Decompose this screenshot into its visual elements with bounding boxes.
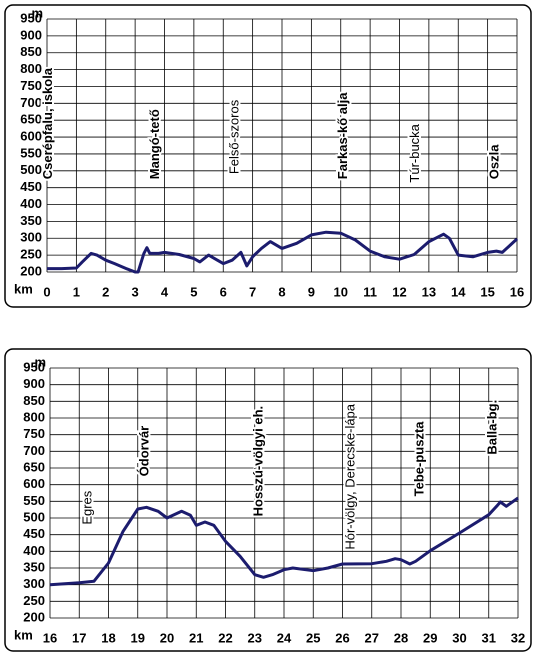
y-tick-label: 550: [23, 493, 45, 508]
x-tick-label: 2: [102, 284, 109, 299]
y-tick-label: 550: [20, 145, 42, 160]
x-tick-label: 5: [190, 284, 197, 299]
x-tick-label: 22: [218, 630, 232, 645]
annotation: Mangó-tető: [147, 109, 162, 179]
x-tick-label: 21: [189, 630, 203, 645]
y-tick-label: 250: [23, 593, 45, 608]
x-tick-label: 18: [101, 630, 115, 645]
y-tick-label: 900: [20, 27, 42, 42]
annotation: Oszla: [486, 144, 501, 179]
x-tick-label: 10: [334, 284, 348, 299]
x-tick-label: 1: [73, 284, 80, 299]
y-tick-label: 800: [23, 409, 45, 424]
annotation: Felső-szoros: [226, 99, 241, 174]
y-tick-label: 650: [23, 459, 45, 474]
x-tick-label: 30: [452, 630, 466, 645]
y-tick-label: 600: [20, 129, 42, 144]
annotation: Hosszú-völgyi eh.: [251, 406, 266, 517]
y-tick-label: 200: [23, 609, 45, 624]
y-tick-label: 800: [20, 61, 42, 76]
x-tick-label: 7: [249, 284, 256, 299]
x-tick-label: 16: [43, 630, 57, 645]
x-tick-label: 28: [394, 630, 408, 645]
y-tick-label: 450: [20, 179, 42, 194]
y-tick-label: 350: [20, 213, 42, 228]
x-tick-label: 8: [278, 284, 285, 299]
x-tick-label: 9: [308, 284, 315, 299]
y-tick-label: 450: [23, 526, 45, 541]
elevation-line: [49, 496, 519, 587]
y-tick-label: 500: [20, 162, 42, 177]
y-axis-label: m: [34, 354, 46, 369]
y-axis-label: m: [31, 5, 43, 20]
elevation-line: [47, 230, 519, 274]
x-tick-label: 25: [306, 630, 320, 645]
annotation: Egres: [79, 490, 94, 524]
x-tick-label: 16: [510, 284, 524, 299]
x-tick-label: 23: [248, 630, 262, 645]
x-tick-label: 6: [220, 284, 227, 299]
annotation: Túr-bucka: [407, 123, 422, 182]
annotation: Balla-bg.: [485, 400, 500, 455]
y-tick-label: 300: [23, 576, 45, 591]
y-tick-label: 300: [20, 230, 42, 245]
y-tick-label: 400: [23, 543, 45, 558]
x-tick-label: 24: [277, 630, 292, 645]
x-tick-label: 4: [161, 284, 169, 299]
y-tick-label: 200: [20, 263, 42, 278]
y-tick-label: 700: [23, 443, 45, 458]
y-tick-label: 950: [20, 10, 42, 25]
annotation: Hór-völgy, Derecske-lápa: [343, 403, 358, 549]
x-axis-label: km: [14, 627, 33, 642]
y-tick-label: 350: [23, 559, 45, 574]
x-tick-label: 31: [482, 630, 496, 645]
annotation: Cserépfalu, iskola: [40, 67, 55, 179]
x-tick-label: 12: [392, 284, 406, 299]
x-axis-label: km: [14, 281, 33, 296]
frame: [4, 4, 532, 308]
y-tick-label: 600: [23, 476, 45, 491]
y-tick-label: 850: [23, 393, 45, 408]
annotation: Farkas-kő alja: [335, 92, 350, 179]
y-tick-label: 650: [20, 112, 42, 127]
y-tick-label: 750: [20, 78, 42, 93]
x-tick-label: 17: [72, 630, 86, 645]
x-tick-label: 13: [422, 284, 436, 299]
y-tick-label: 950: [23, 359, 45, 374]
y-tick-label: 900: [23, 376, 45, 391]
y-tick-label: 750: [23, 426, 45, 441]
x-tick-label: 11: [363, 284, 377, 299]
x-tick-label: 29: [423, 630, 437, 645]
annotation: Tebe-puszta: [411, 421, 426, 497]
y-tick-label: 500: [23, 509, 45, 524]
x-tick-label: 26: [335, 630, 349, 645]
x-tick-label: 27: [365, 630, 379, 645]
y-tick-label: 250: [20, 247, 42, 262]
x-tick-label: 3: [132, 284, 139, 299]
frame: [4, 348, 532, 652]
x-tick-label: 20: [160, 630, 174, 645]
x-tick-label: 32: [511, 630, 525, 645]
y-tick-label: 700: [20, 95, 42, 110]
y-tick-label: 850: [20, 44, 42, 59]
x-tick-label: 14: [451, 284, 466, 299]
x-tick-label: 19: [131, 630, 145, 645]
x-tick-label: 15: [480, 284, 494, 299]
x-tick-label: 0: [43, 284, 50, 299]
y-tick-label: 400: [20, 196, 42, 211]
annotation: Ódorvár: [137, 426, 152, 477]
